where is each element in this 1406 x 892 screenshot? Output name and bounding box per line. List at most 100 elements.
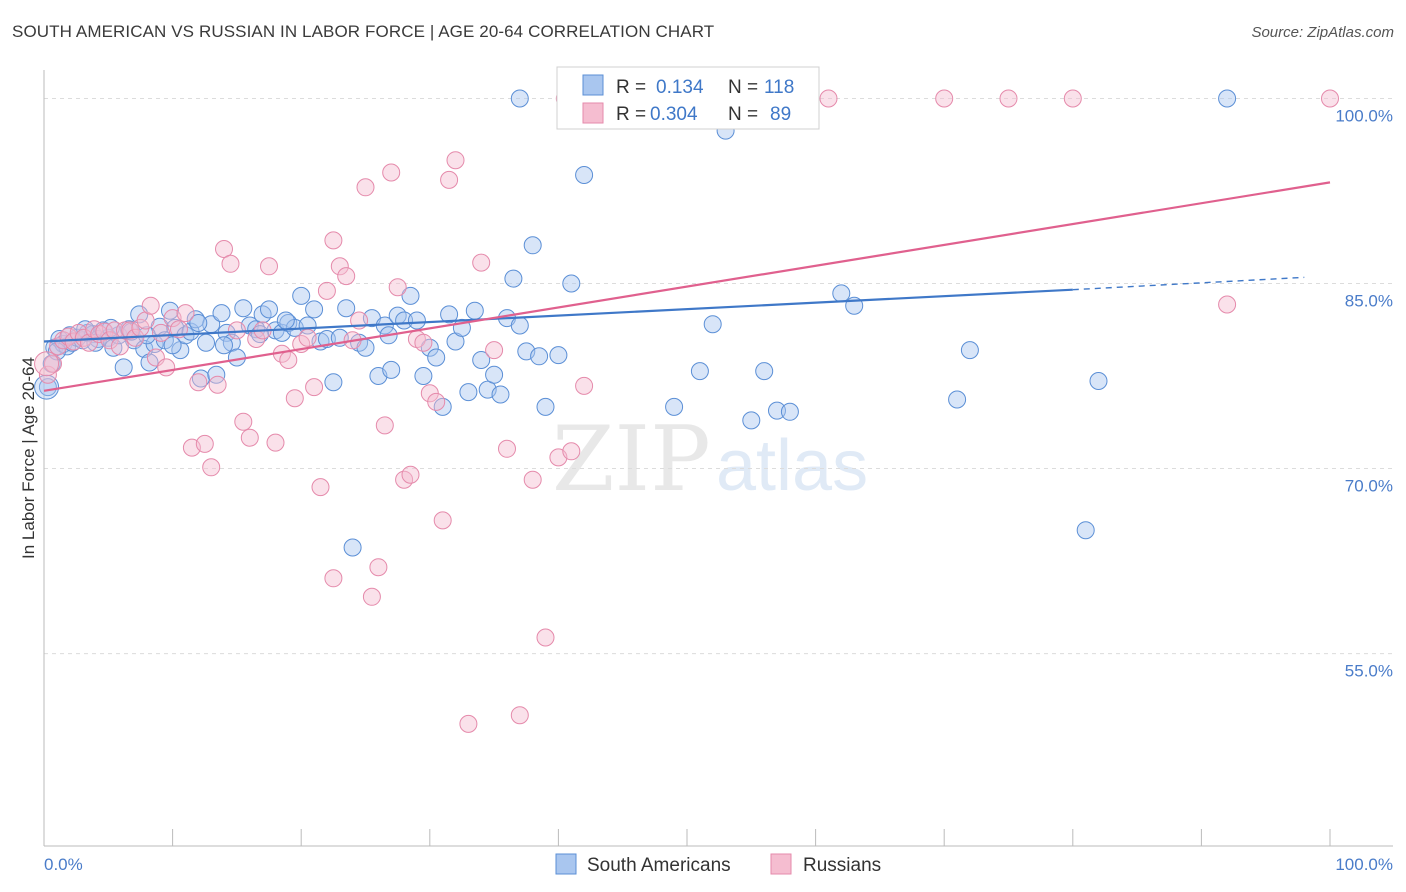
data-point [369, 558, 388, 577]
data-point [34, 374, 60, 400]
data-point [1218, 295, 1237, 314]
data-point [498, 439, 516, 458]
data-point [1321, 89, 1339, 108]
data-point [276, 311, 295, 330]
data-point [832, 284, 851, 303]
data-point [549, 346, 568, 365]
data-point [562, 274, 581, 293]
data-point [999, 89, 1018, 108]
data-point [401, 286, 420, 305]
data-point [414, 367, 433, 385]
data-point [356, 178, 375, 197]
data-point [337, 299, 356, 318]
data-point [510, 89, 529, 108]
data-point [152, 323, 170, 342]
data-point [575, 166, 594, 184]
data-point [324, 373, 343, 392]
stats-n-value-blue: 118 [764, 77, 794, 98]
data-point [311, 478, 330, 497]
data-point [114, 358, 133, 377]
trend-line-south-americans-extension [1072, 276, 1305, 291]
data-point [523, 470, 542, 489]
y-tick-label: 70.0% [1345, 477, 1393, 496]
stats-n-value-pink: 89 [770, 104, 791, 125]
data-point [362, 587, 381, 606]
data-point [197, 333, 215, 352]
data-point [440, 305, 459, 324]
data-point [780, 402, 799, 421]
y-tick-labels: 100.0% 85.0% 70.0% 55.0% [1335, 107, 1393, 681]
data-point [207, 365, 226, 384]
data-point [195, 434, 214, 453]
data-point [1063, 89, 1082, 108]
data-point [161, 301, 179, 320]
data-point [407, 311, 426, 330]
data-point [401, 465, 420, 484]
data-point [234, 299, 253, 318]
data-point [317, 281, 336, 300]
data-point [189, 373, 208, 392]
stats-r-label-pink: R = [616, 104, 646, 125]
watermark: ZIP atlas [552, 407, 868, 512]
stats-legend: R = 0.134 N = 118 R = 0.304 N = 89 [556, 66, 820, 130]
data-point [510, 706, 529, 725]
data-point [819, 89, 838, 108]
data-point [948, 390, 967, 409]
data-point [935, 89, 954, 108]
data-point [510, 316, 529, 335]
data-point [38, 365, 57, 384]
data-point [1076, 521, 1095, 540]
data-point [665, 397, 684, 416]
data-point [240, 428, 259, 447]
y-gridlines [44, 98, 1393, 655]
stats-r-value-pink: 0.304 [650, 104, 698, 125]
data-point [110, 337, 129, 356]
legend-swatch-russians [770, 853, 792, 875]
data-point [260, 257, 278, 276]
series-russians-points [34, 89, 1339, 733]
data-point [176, 304, 195, 323]
data-point [742, 411, 761, 430]
stats-legend-swatch-blue [582, 74, 604, 96]
data-point [690, 362, 709, 381]
data-point [292, 286, 311, 305]
data-point [523, 236, 542, 255]
series-legend: South Americans Russians [555, 853, 881, 876]
watermark-zip: ZIP [552, 407, 711, 512]
source-label: Source: ZipAtlas.com [1251, 24, 1394, 41]
data-point [215, 336, 233, 355]
data-point [491, 385, 510, 404]
data-point [536, 397, 555, 416]
stats-n-label-blue: N = [728, 77, 758, 98]
data-point [141, 296, 160, 315]
data-point [1218, 89, 1237, 108]
data-point [212, 304, 231, 323]
legend-label-south-americans: South Americans [587, 855, 731, 876]
x-tick-label-min: 0.0% [44, 855, 83, 874]
stats-n-label-pink: N = [728, 104, 758, 125]
data-point [234, 412, 253, 431]
data-point [388, 278, 407, 297]
data-point [1089, 372, 1108, 390]
data-point [459, 714, 478, 733]
data-point [414, 333, 433, 352]
data-point [575, 376, 594, 395]
data-point [530, 347, 549, 366]
data-point [38, 378, 57, 397]
y-tick-label: 55.0% [1345, 662, 1393, 681]
data-point [266, 433, 285, 452]
data-point [703, 315, 722, 334]
data-point [485, 365, 504, 384]
data-point [427, 348, 446, 367]
data-point [395, 311, 414, 330]
trend-line-russians [43, 181, 1331, 392]
data-point [472, 253, 491, 272]
data-point [427, 392, 446, 411]
trend-line-south-americans [43, 288, 1073, 343]
data-point [485, 341, 504, 360]
chart-title: SOUTH AMERICAN VS RUSSIAN IN LABOR FORCE… [12, 22, 715, 41]
data-point [305, 300, 324, 319]
trend-lines [43, 181, 1331, 392]
data-point [208, 375, 227, 394]
